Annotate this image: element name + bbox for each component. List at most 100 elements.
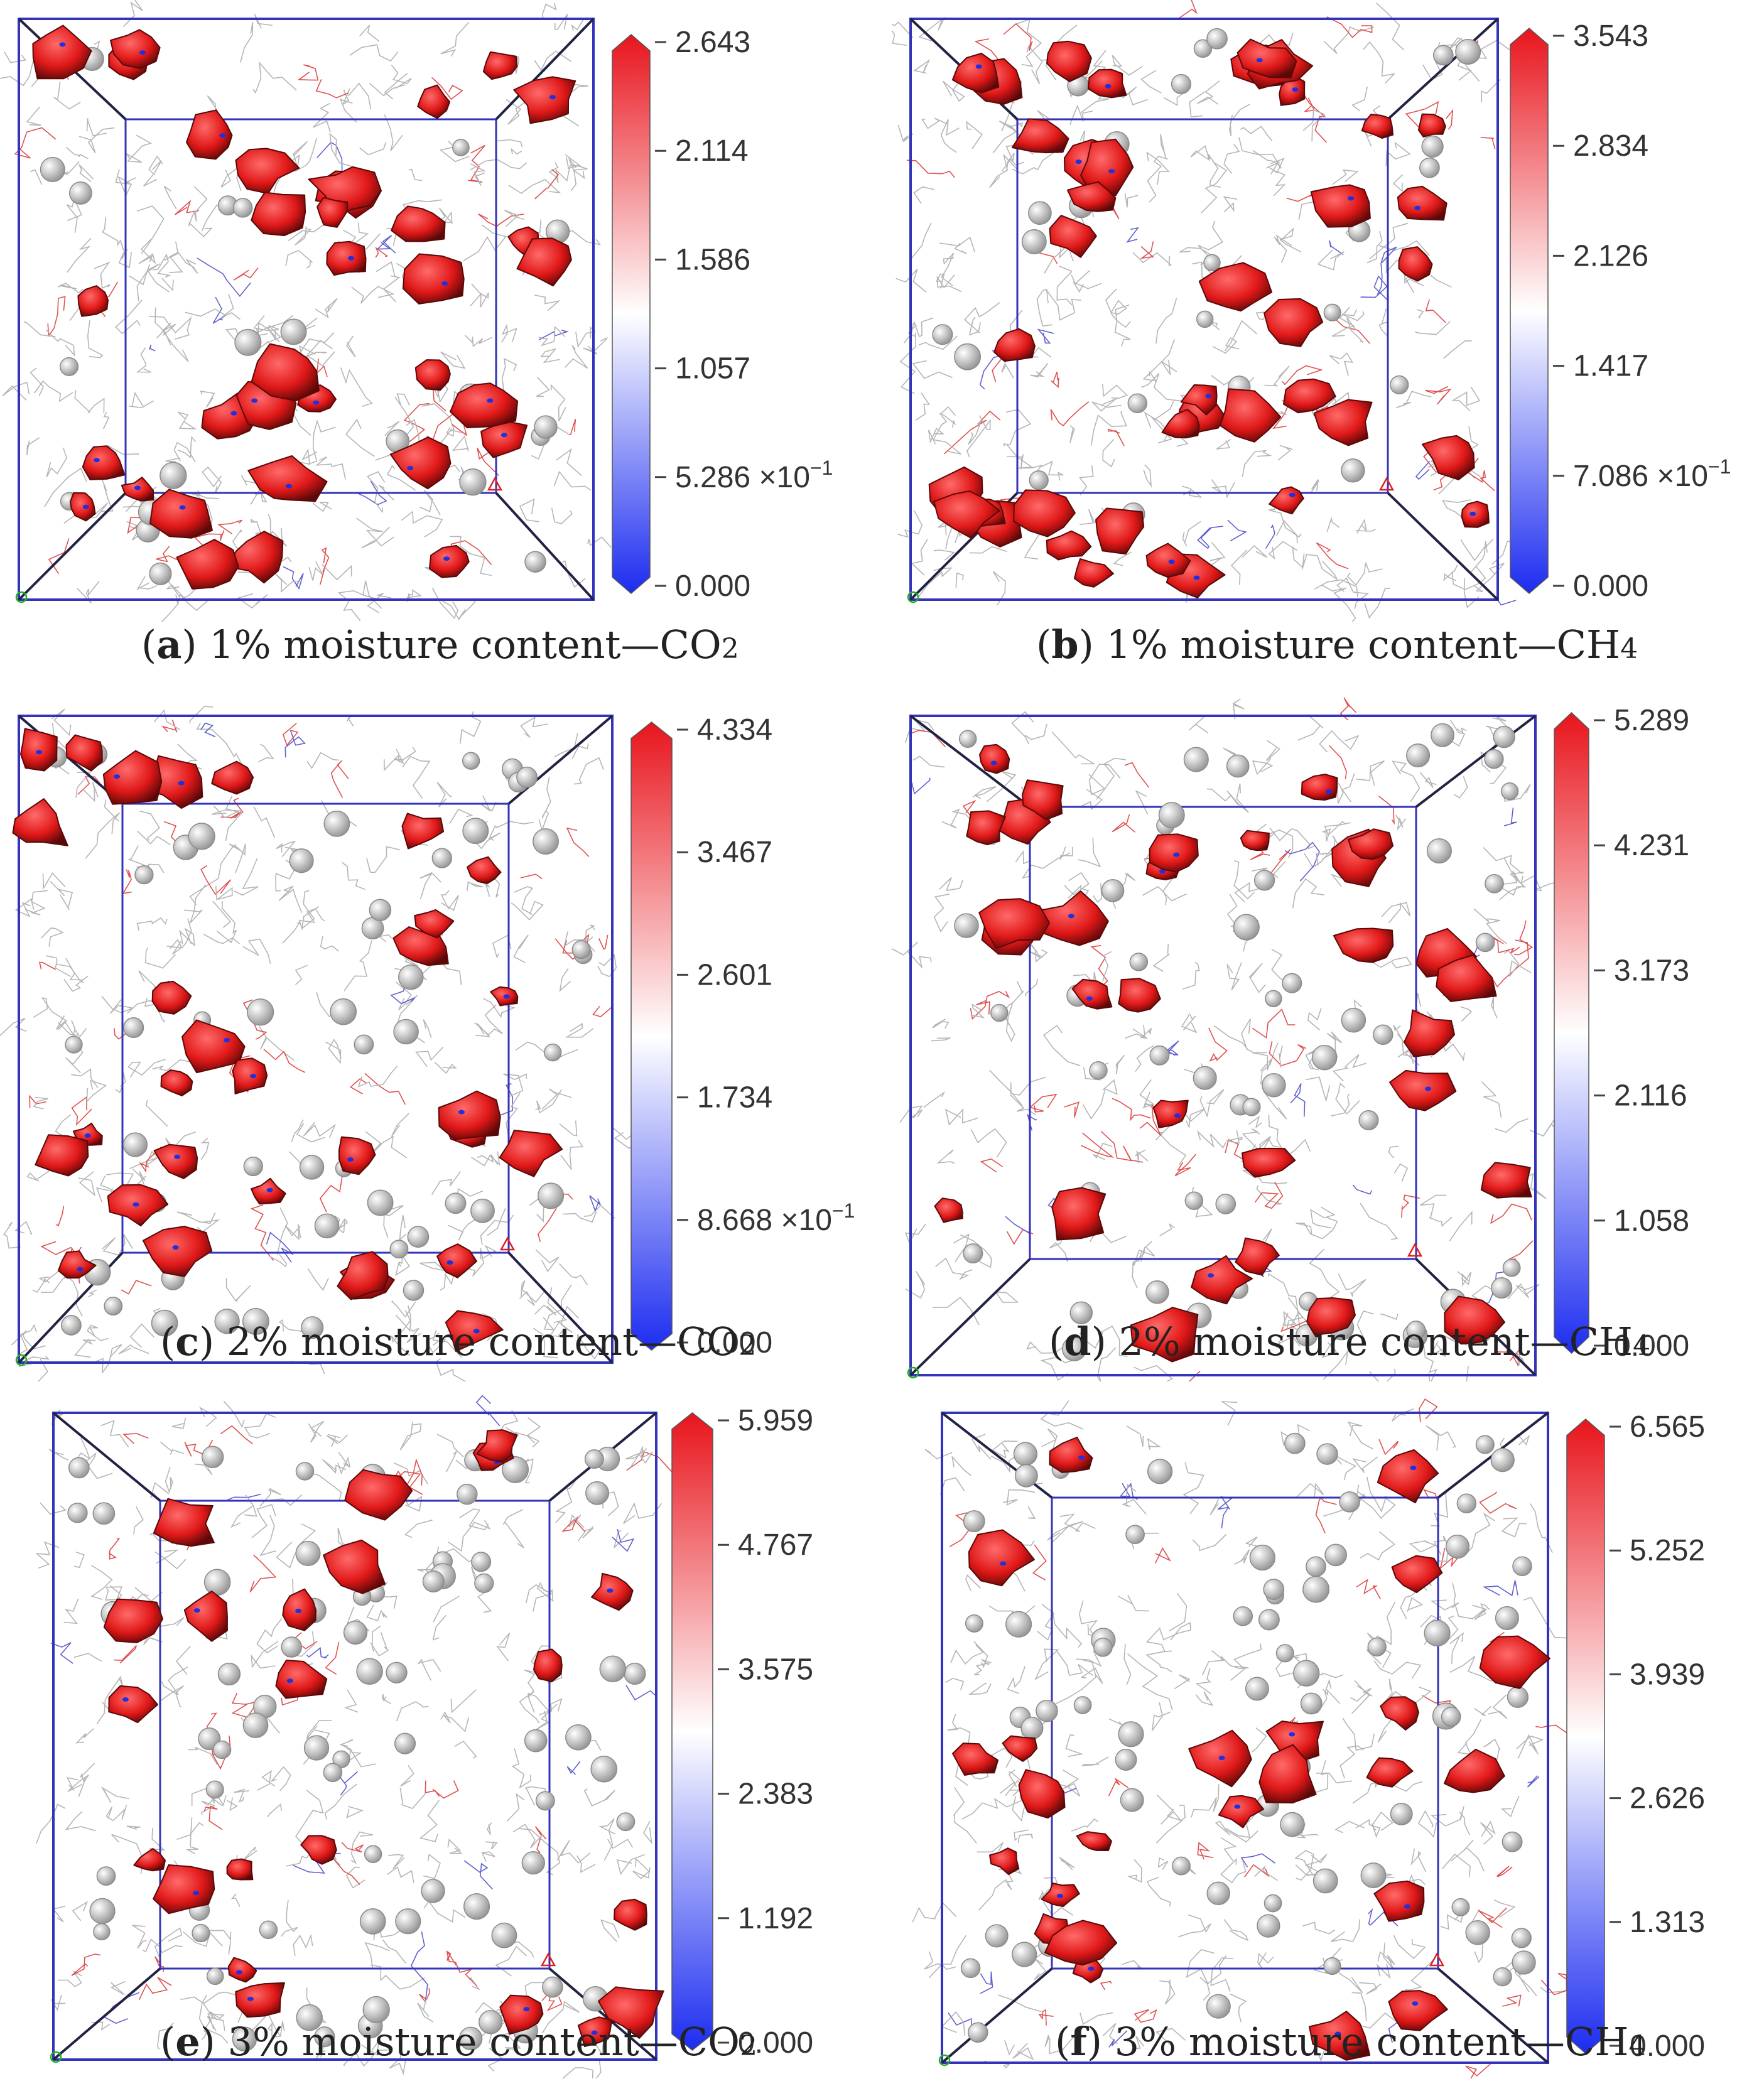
- blob-highlight: [178, 781, 185, 786]
- density-blob: [344, 1469, 413, 1521]
- density-blob: [1095, 507, 1145, 555]
- gas-sphere: [395, 1908, 421, 1935]
- blob-highlight: [487, 398, 494, 403]
- density-blob: [499, 1130, 563, 1177]
- colorbar-tick-label: 0.000: [1614, 1329, 1689, 1363]
- caption-f: (f) 3% moisture content—CH4: [1055, 2019, 1647, 2065]
- density-blob: [142, 1226, 213, 1277]
- blob-highlight: [458, 1110, 465, 1115]
- gas-sphere: [542, 1976, 563, 1998]
- gas-sphere: [932, 324, 953, 345]
- gas-sphere: [491, 1922, 517, 1948]
- gas-sphere: [280, 318, 307, 345]
- colorbar-tick-label: 1.417: [1573, 350, 1648, 383]
- blob-highlight: [193, 1608, 200, 1613]
- gas-sphere: [1390, 375, 1409, 395]
- gas-sphere: [1005, 1611, 1032, 1638]
- caption-f-label: f: [1070, 2019, 1087, 2065]
- gas-sphere: [1282, 973, 1302, 993]
- gas-sphere: [1421, 135, 1444, 158]
- blob-highlight: [1068, 914, 1074, 919]
- density-blob: [57, 1250, 97, 1279]
- blob-highlight: [235, 1970, 242, 1975]
- caption-d: (d) 2% moisture content—CH4: [1049, 1319, 1651, 1364]
- density-blob: [513, 76, 576, 124]
- gas-sphere: [958, 730, 977, 748]
- blob-highlight: [1086, 996, 1093, 1001]
- colorbar-tick-label: 3.173: [1614, 954, 1689, 987]
- density-blob: [1310, 184, 1371, 228]
- gas-sphere: [149, 562, 172, 585]
- density-blob: [1313, 399, 1373, 446]
- gas-sphere: [1507, 1686, 1529, 1708]
- density-blob: [1191, 1255, 1253, 1305]
- density-blob: [211, 760, 254, 795]
- density-blob: [183, 1591, 228, 1642]
- colorbar-tick-label: 8.668 ×10−1: [697, 1199, 855, 1237]
- density-blob: [1403, 1009, 1455, 1057]
- blob-highlight: [250, 1074, 257, 1079]
- blob-highlight: [441, 281, 448, 286]
- gas-sphere: [1445, 1534, 1470, 1559]
- axis-origin-marker: [15, 1354, 28, 1366]
- gas-sphere: [243, 1156, 263, 1177]
- gas-sphere: [1316, 1443, 1338, 1465]
- colorbar-tick-label: 1.057: [675, 352, 750, 386]
- blob-highlight: [347, 1157, 354, 1162]
- gas-sphere: [1129, 953, 1149, 971]
- panel-d: 5.289 4.231 3.173 2.116 1.058 0.000: [892, 697, 1764, 1394]
- gas-sphere: [332, 1750, 350, 1768]
- density-isosurfaces: [928, 38, 1490, 598]
- density-blob: [1444, 1748, 1505, 1793]
- blob-highlight: [313, 400, 320, 405]
- density-blob: [235, 1982, 285, 2018]
- gas-sphere: [471, 1552, 492, 1572]
- density-isosurfaces: [103, 1429, 664, 2048]
- density-blob: [1022, 779, 1064, 821]
- density-blob: [323, 1539, 386, 1594]
- panel-d-svg: 5.289 4.231 3.173 2.116 1.058 0.000: [892, 697, 1689, 1381]
- gas-sphere: [134, 865, 154, 885]
- gas-sphere: [1465, 1920, 1490, 1945]
- gas-sphere: [1512, 1950, 1536, 1975]
- gas-sphere: [1257, 1914, 1280, 1938]
- gas-sphere: [462, 818, 489, 845]
- density-blob: [1161, 408, 1200, 439]
- gas-sphere: [201, 1445, 224, 1469]
- density-blob: [1118, 978, 1161, 1013]
- gas-sphere: [232, 2026, 257, 2052]
- density-blob: [1348, 828, 1394, 860]
- axis-a-marker: [487, 477, 503, 491]
- blob-highlight: [1174, 1113, 1181, 1118]
- gas-sphere: [543, 1043, 562, 1062]
- colorbar-tick-label: 3.467: [697, 836, 772, 869]
- blob-highlight: [1325, 789, 1332, 794]
- gas-sphere: [1101, 878, 1125, 902]
- panel-c: 4.334 3.467 2.601 1.734 8.668 ×10−1 0.000: [0, 697, 879, 1394]
- blob-highlight: [1334, 2031, 1341, 2036]
- gas-sphere: [462, 752, 480, 770]
- density-blob: [482, 51, 518, 80]
- density-blob: [934, 1197, 963, 1223]
- panel-f: 6.565 5.252 3.939 2.626 1.313 0.000: [892, 1394, 1764, 2091]
- caption-b-label: b: [1051, 622, 1079, 667]
- blob-highlight: [139, 50, 146, 55]
- density-blob: [1309, 2011, 1371, 2061]
- density-blob: [1013, 489, 1076, 538]
- density-blob: [978, 898, 1050, 949]
- density-isosurfaces: [934, 743, 1532, 1363]
- gas-sphere: [299, 1155, 325, 1180]
- colorbar-tick-label: 0.000: [1573, 570, 1648, 603]
- density-blob: [1145, 543, 1191, 578]
- density-blob: [1049, 215, 1097, 258]
- blob-highlight: [247, 1996, 254, 2001]
- gas-sphere: [533, 828, 559, 855]
- blob-highlight: [1292, 87, 1299, 92]
- colorbar-tick-label: 2.116: [1614, 1079, 1687, 1113]
- simulation-box: [909, 18, 1499, 601]
- gas-sphere: [968, 2022, 988, 2043]
- gas-sphere: [1013, 1442, 1038, 1466]
- gas-sphere: [1485, 873, 1504, 894]
- gas-sphere: [585, 1481, 609, 1505]
- gas-sphere: [1089, 1061, 1108, 1080]
